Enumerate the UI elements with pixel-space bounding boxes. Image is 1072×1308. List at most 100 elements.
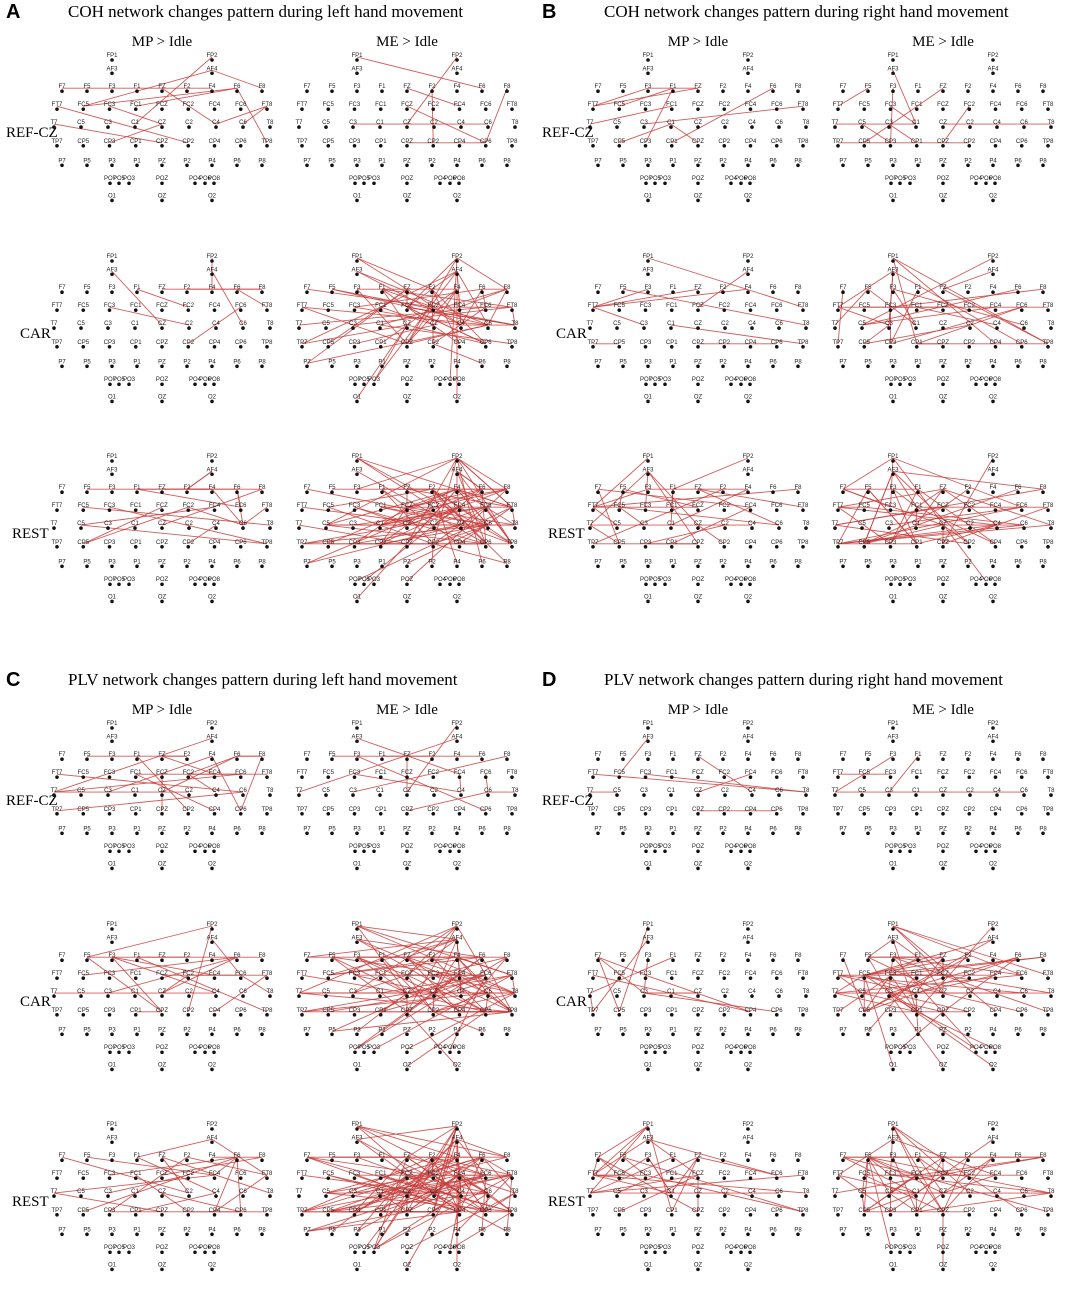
electrode-label: FC2 — [964, 1171, 976, 1177]
electrode-label: O2 — [744, 1262, 753, 1268]
electrode-node — [355, 831, 359, 836]
electrode-label: P7 — [839, 559, 847, 565]
electrode-node — [127, 181, 131, 186]
electrode-label: CP4 — [209, 340, 221, 346]
electrode-node — [355, 459, 359, 463]
electrode-node — [300, 345, 304, 349]
electrode-node — [696, 1176, 700, 1180]
electrode-node — [862, 144, 867, 148]
electrode-label: F2 — [964, 485, 972, 491]
electrode-node — [669, 508, 674, 512]
electrode-node — [432, 1194, 436, 1198]
electrode-node — [330, 1158, 334, 1162]
connection-edge — [328, 1174, 434, 1213]
electrode-node — [967, 144, 972, 148]
electrode-node — [891, 726, 895, 730]
electrode-node — [908, 582, 912, 587]
electrode-node — [617, 308, 622, 312]
electrode-node — [862, 1176, 867, 1180]
electrode-node — [352, 345, 357, 349]
electrode-node — [889, 382, 893, 387]
panel-title: PLV network changes pattern during left … — [68, 670, 458, 689]
electrode-node — [746, 1067, 750, 1072]
electrode-label: C1 — [376, 120, 384, 126]
connection-edge — [892, 925, 1022, 976]
electrode-label: FC3 — [349, 770, 361, 776]
electrode-node — [750, 994, 754, 998]
electrode-node — [941, 1176, 945, 1180]
electrode-label: C3 — [640, 120, 648, 126]
electrode-label: POZ — [401, 844, 414, 850]
connection-edge — [597, 957, 620, 1012]
electrode-node — [297, 125, 301, 129]
electrode-node — [653, 1050, 657, 1055]
electrode-node — [1019, 107, 1024, 111]
electrode-node — [646, 1127, 650, 1131]
electrode-node — [238, 1213, 243, 1217]
electrode-label: P2 — [428, 359, 436, 365]
electrode-label: CP6 — [1016, 1208, 1028, 1214]
column-heading: MP > Idle — [131, 34, 193, 50]
electrode-node — [405, 308, 409, 312]
connection-edge — [888, 123, 918, 144]
electrode-label: P6 — [478, 1227, 486, 1233]
electrode-label: FC2 — [964, 102, 976, 108]
electrode-node — [352, 1176, 357, 1180]
electrode-node — [898, 1050, 902, 1055]
electrode-node — [60, 89, 64, 93]
electrode-node — [193, 849, 197, 854]
electrode-label: F6 — [233, 953, 241, 959]
electrode-label: F2 — [964, 752, 972, 758]
electrode-label: PO3 — [368, 1045, 381, 1051]
electrode-node — [372, 382, 376, 387]
electrode-node — [107, 812, 112, 816]
electrode-label: PO4 — [434, 577, 447, 583]
electrode-node — [696, 599, 700, 604]
electrode-node — [866, 290, 870, 295]
electrode-node — [643, 345, 648, 349]
electrode-label: FP1 — [351, 454, 363, 460]
electrode-label: F2 — [428, 1153, 436, 1159]
electrode-node — [52, 125, 56, 129]
electrode-label: T7 — [50, 521, 58, 527]
electrode-label: P7 — [58, 359, 66, 365]
electrode-label: FC6 — [480, 971, 492, 977]
electrode-node — [841, 1032, 845, 1037]
electrode-node — [457, 1176, 462, 1180]
electrode-label: AF3 — [351, 1135, 363, 1141]
electrode-label: P3 — [353, 158, 361, 164]
electrode-label: FC2 — [428, 303, 440, 309]
electrode-label: P3 — [353, 559, 361, 565]
electrode-node — [1019, 545, 1024, 549]
connection-edge — [406, 791, 489, 812]
connection-edge — [214, 1174, 268, 1213]
electrode-node — [135, 757, 139, 761]
connection-edge — [161, 1192, 241, 1213]
electrode-label: F1 — [378, 485, 386, 491]
electrode-node — [941, 994, 945, 998]
connection-edge — [456, 925, 487, 976]
electrode-label: TP7 — [832, 1208, 844, 1214]
electrode-label: P4 — [744, 359, 752, 365]
electrode-node — [330, 364, 334, 369]
electrode-node — [455, 198, 459, 203]
connection-edge — [301, 270, 458, 345]
electrode-label: C2 — [966, 989, 974, 995]
electrode-node — [457, 1213, 462, 1217]
electrode-label: F6 — [478, 84, 486, 90]
electrode-label: C4 — [212, 521, 220, 527]
electrode-label: C4 — [993, 788, 1001, 794]
electrode-label: TP7 — [51, 1208, 63, 1214]
electrode-node — [186, 812, 191, 816]
electrode-label: FP1 — [106, 721, 118, 727]
electrode-label: FC2 — [719, 503, 731, 509]
electrode-label: CP2 — [182, 1008, 194, 1014]
electrode-node — [431, 508, 436, 512]
electrode-label: FP1 — [351, 254, 363, 260]
electrode-label: FC6 — [235, 1171, 247, 1177]
electrode-label: PO7 — [640, 577, 653, 583]
electrode-node — [483, 1013, 488, 1017]
connection-edge — [892, 257, 1049, 345]
electrode-label: FC3 — [104, 971, 116, 977]
electrode-node — [55, 308, 59, 312]
